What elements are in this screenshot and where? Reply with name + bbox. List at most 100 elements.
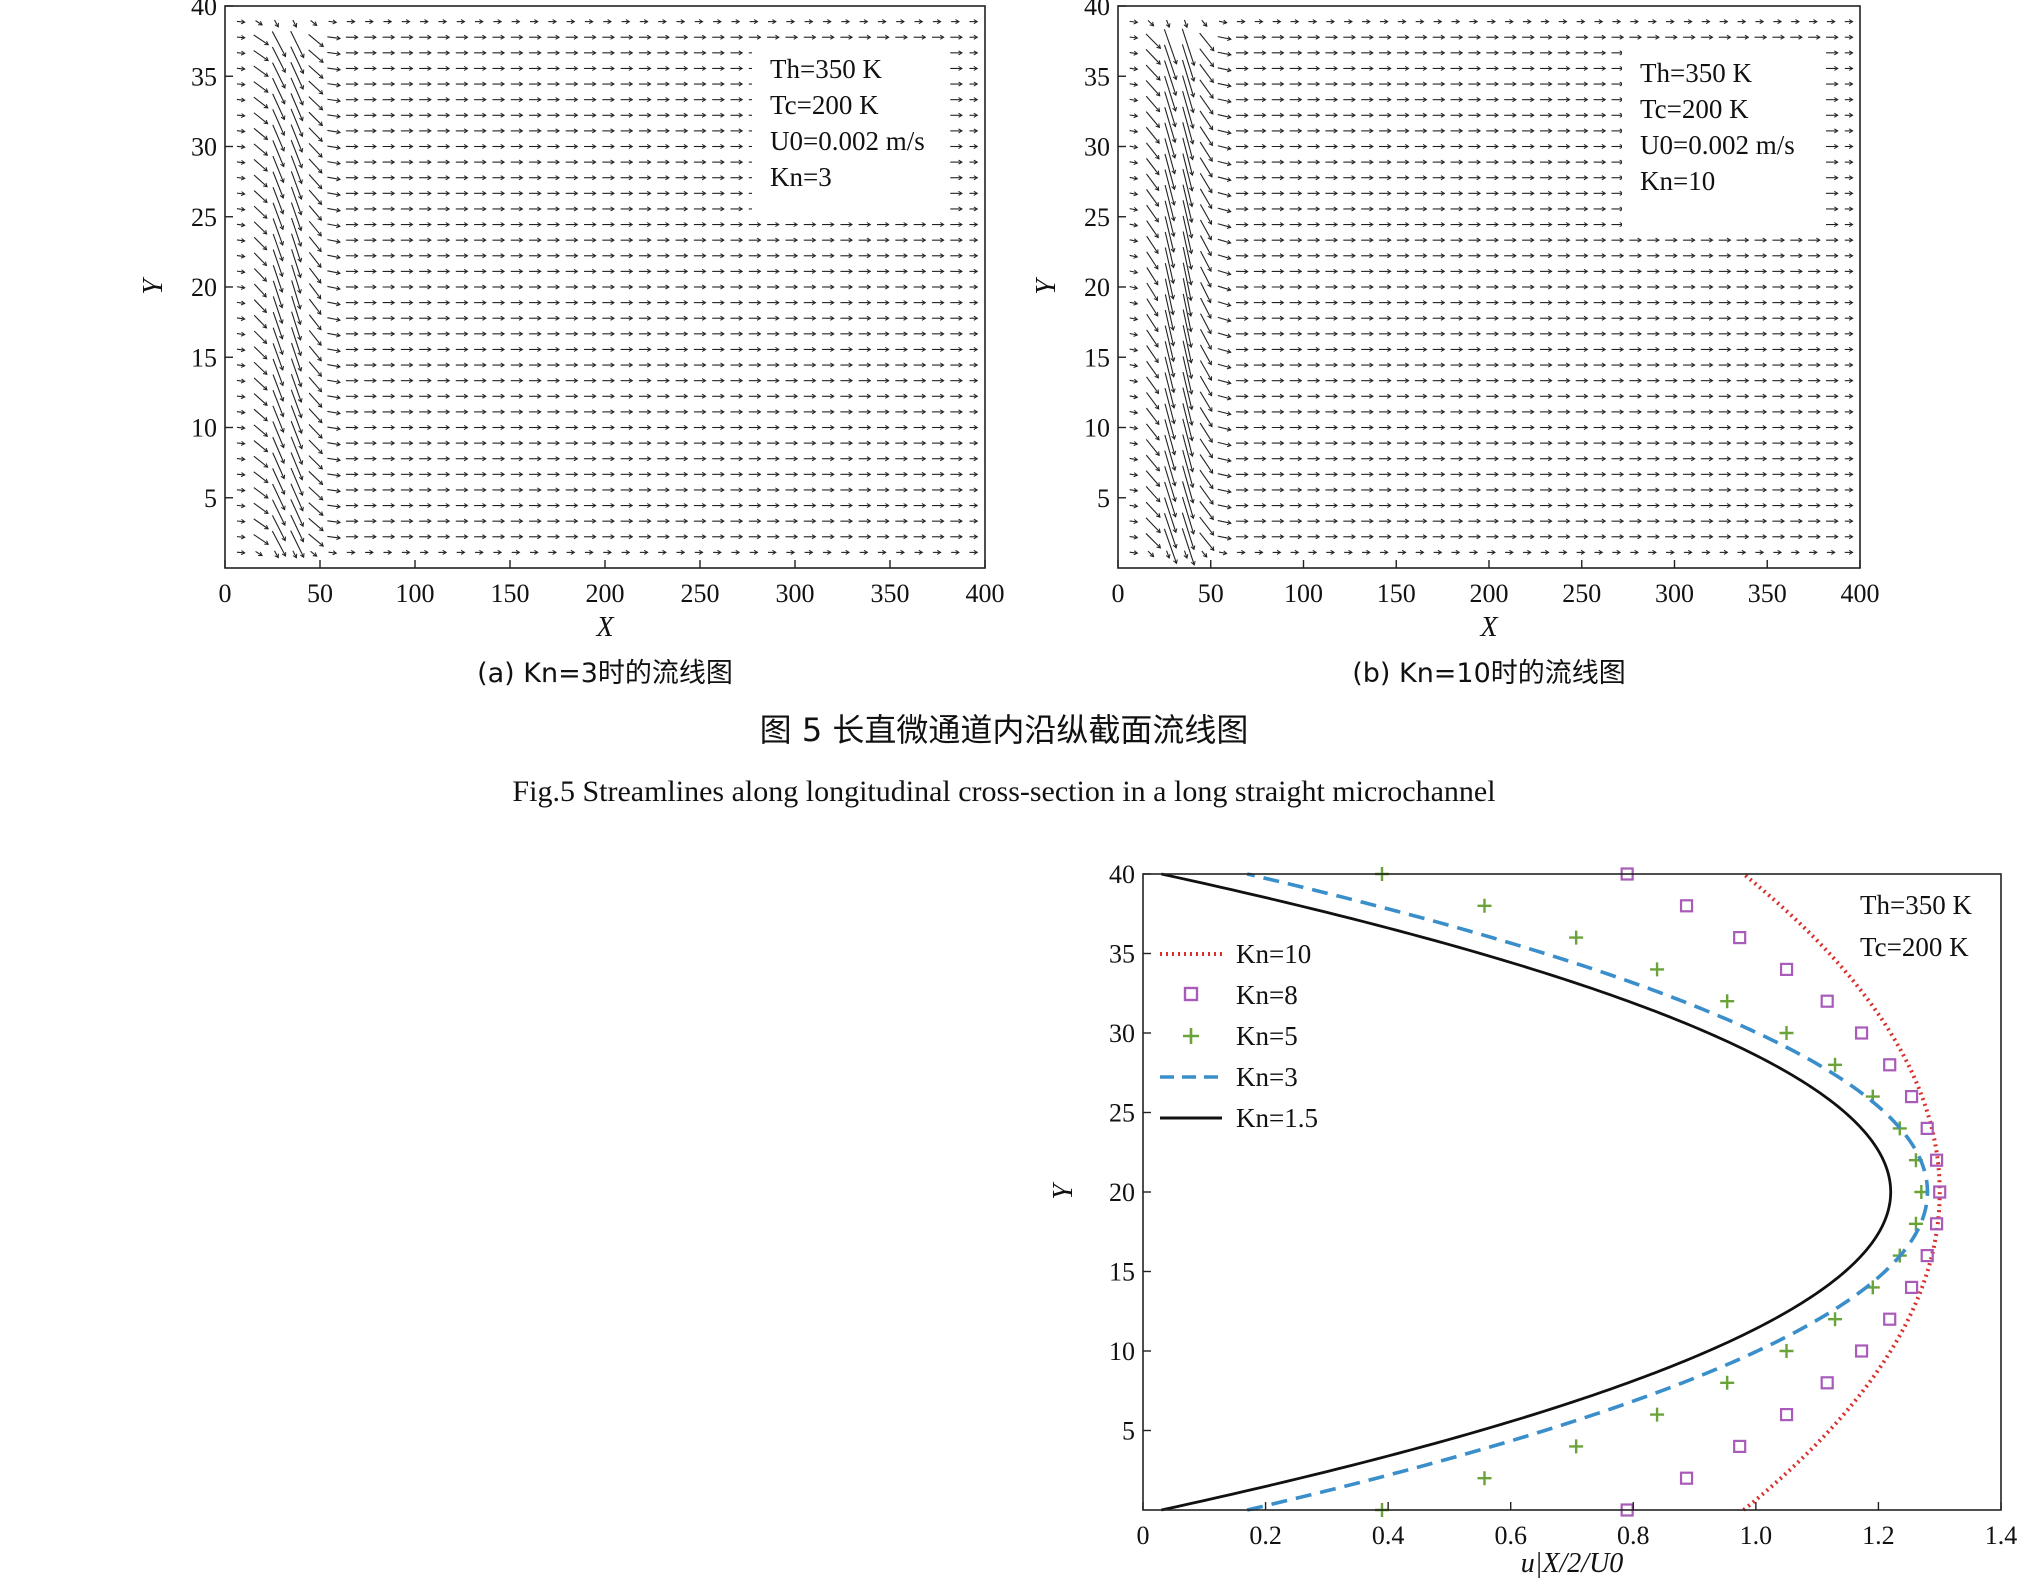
flow-arrow (273, 312, 282, 339)
flow-arrow (273, 281, 282, 308)
flow-arrow (1182, 29, 1194, 66)
flow-arrow (272, 31, 285, 56)
flow-arrow (1200, 95, 1213, 114)
flow-arrow (1182, 60, 1193, 97)
flow-arrow (292, 343, 301, 371)
flow-arrow (1146, 424, 1159, 440)
flow-arrow (1201, 314, 1211, 334)
flow-arrow (1146, 486, 1160, 501)
flow-arrow (254, 362, 267, 374)
flow-arrow (309, 66, 323, 79)
flow-arrow (292, 249, 301, 277)
flow-arrow (291, 125, 302, 152)
flow-arrow (273, 296, 282, 323)
flow-arrow (1165, 419, 1175, 454)
flow-arrow (309, 50, 323, 62)
flow-arrow (292, 218, 301, 246)
flow-arrow (1147, 221, 1159, 238)
panel-a-subcaption: (a) Kn=3时的流线图 (477, 658, 733, 689)
flow-arrow (254, 441, 268, 452)
x-tick-label: 300 (776, 579, 815, 608)
flow-arrow (273, 156, 284, 182)
flow-arrow (273, 265, 282, 292)
flow-arrow (309, 283, 320, 298)
flow-arrow (309, 237, 321, 252)
flow-arrow (1165, 435, 1175, 470)
flow-arrow (1165, 232, 1173, 268)
flow-arrow (1200, 517, 1214, 535)
x-tick-label: 250 (681, 579, 720, 608)
flow-arrow (1165, 326, 1173, 362)
flow-arrow (1183, 122, 1193, 159)
flow-arrow (1200, 501, 1214, 519)
flow-arrow (292, 296, 301, 324)
flow-arrow (1183, 138, 1193, 175)
flow-arrow (1147, 377, 1159, 394)
flow-arrow (291, 468, 303, 495)
flow-arrow (1183, 153, 1192, 190)
flow-arrow (1165, 466, 1176, 501)
flow-arrow (273, 406, 284, 432)
flow-arrow (1146, 455, 1159, 471)
flow-arrow (1147, 314, 1158, 331)
flow-arrow (1146, 533, 1160, 547)
flow-arrow (309, 518, 323, 530)
flow-arrow (1147, 267, 1158, 284)
flow-arrow (292, 265, 301, 293)
x-tick-label: 200 (586, 579, 625, 608)
flow-arrow (1165, 482, 1176, 517)
flow-arrow (273, 234, 282, 261)
flow-arrow (254, 315, 266, 328)
y-tick-label: 15 (191, 343, 217, 372)
flow-arrow (273, 94, 285, 120)
x-tick-label: 0 (219, 579, 232, 608)
flow-arrow (1200, 33, 1214, 51)
flow-arrow (254, 488, 268, 498)
x-tick-label: 50 (307, 579, 333, 608)
flow-arrow (309, 97, 323, 110)
flow-arrow (309, 503, 323, 516)
flow-arrow (1200, 111, 1213, 130)
flow-arrow (309, 377, 321, 391)
flow-arrow (273, 140, 284, 166)
flow-arrow (1146, 65, 1160, 80)
flow-arrow (1165, 388, 1174, 423)
flow-arrow (1146, 408, 1158, 424)
flow-arrow (309, 252, 321, 267)
flow-arrow (291, 531, 304, 558)
flow-arrow (254, 300, 266, 313)
flow-arrow (273, 187, 283, 213)
flow-arrow (254, 456, 268, 467)
flow-arrow (273, 328, 282, 355)
flow-arrow (1200, 80, 1213, 98)
flow-arrow (1146, 392, 1158, 408)
flow-arrow (273, 172, 283, 198)
flow-arrow (273, 421, 284, 447)
flow-arrow (254, 175, 267, 187)
flow-arrow (309, 268, 321, 283)
flow-arrow (272, 515, 285, 540)
flow-arrow (309, 534, 324, 546)
flow-arrow (254, 535, 269, 545)
flow-arrow (272, 47, 285, 72)
flow-arrow (1146, 127, 1159, 143)
x-tick-label: 150 (491, 579, 530, 608)
flow-arrow (254, 82, 268, 92)
flow-arrow (309, 440, 322, 454)
flow-arrow (1147, 330, 1158, 347)
flow-arrow (309, 34, 324, 46)
flow-arrow (309, 393, 322, 407)
flow-arrow (292, 327, 301, 355)
flow-arrow (254, 253, 266, 266)
flow-arrow (254, 51, 268, 61)
panel-a-annotation-tc: Tc=200 K (770, 90, 879, 120)
flow-arrow (291, 31, 304, 58)
flow-arrow (309, 190, 321, 204)
flow-arrow (1200, 533, 1214, 551)
flow-arrow (309, 315, 321, 330)
y-tick-label: 40 (191, 0, 217, 21)
flow-arrow (273, 453, 284, 479)
x-tick-label: 400 (966, 579, 1005, 608)
panel-a-ylabel: Y (138, 276, 169, 295)
